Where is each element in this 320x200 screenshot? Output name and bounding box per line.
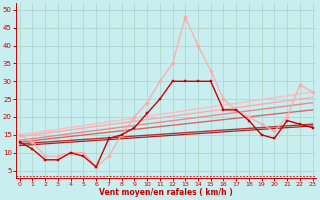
X-axis label: Vent moyen/en rafales ( km/h ): Vent moyen/en rafales ( km/h ) bbox=[99, 188, 233, 197]
